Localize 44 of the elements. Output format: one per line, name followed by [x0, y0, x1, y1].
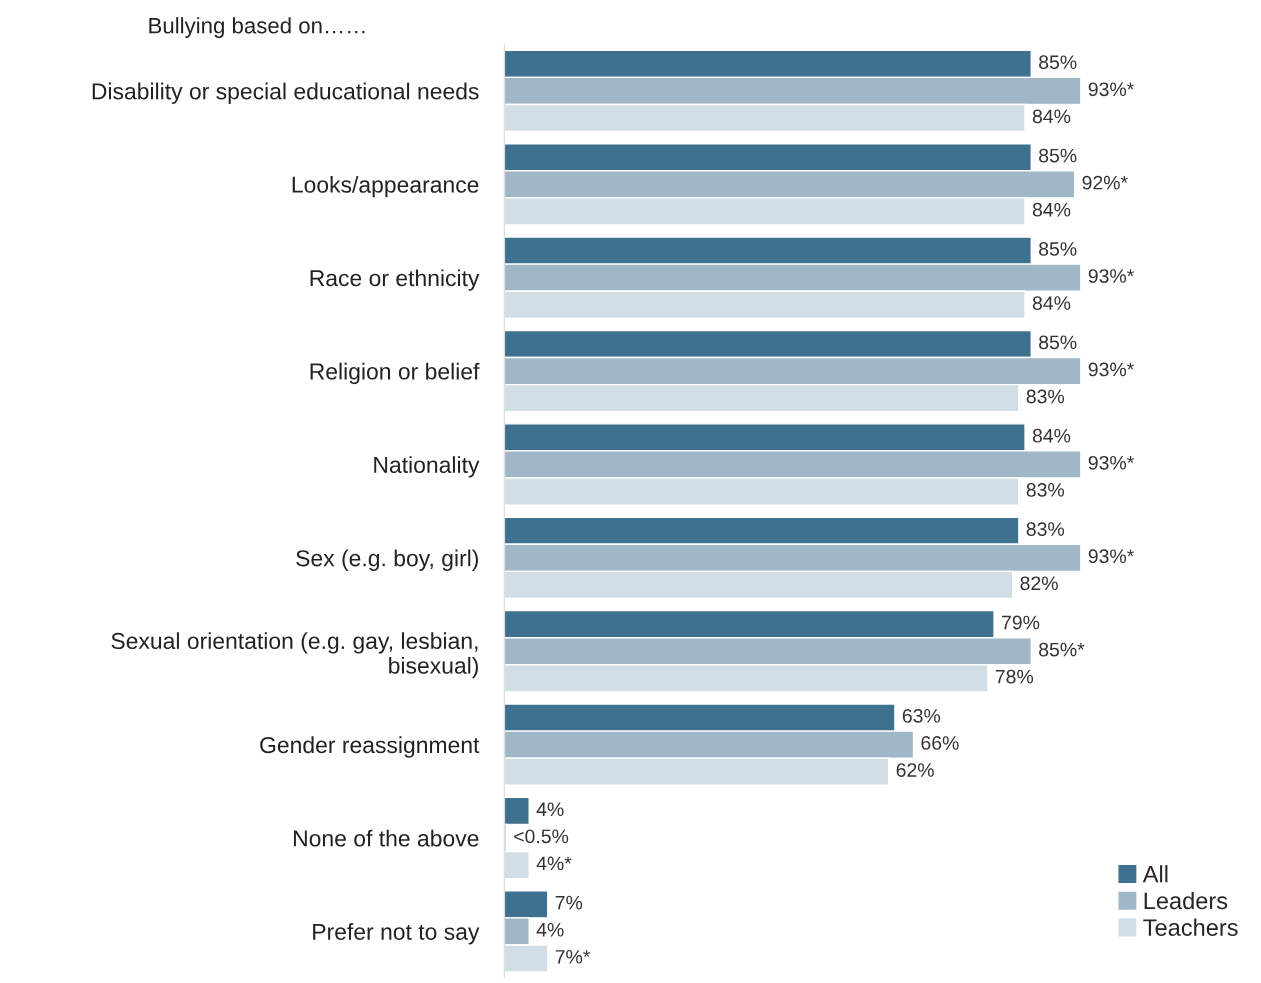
- data-label: 85%: [1039, 242, 1077, 256]
- data-label: 85%*: [1039, 642, 1085, 657]
- data-label: 92%*: [1082, 175, 1128, 190]
- data-label: 83%: [1026, 483, 1065, 497]
- data-label: 7%*: [555, 950, 591, 964]
- text: Bullying based on……: [149, 17, 365, 38]
- y-tick-label: Race or ethnicity: [310, 269, 480, 291]
- legend-label: Teachers: [1143, 918, 1238, 936]
- data-label: 78%: [995, 669, 1034, 684]
- data-label: 84%: [1032, 202, 1071, 217]
- data-label: 4%: [536, 922, 564, 937]
- data-label: 93%*: [1088, 455, 1134, 470]
- data-label: 93%*: [1088, 362, 1134, 377]
- data-label: 63%: [902, 708, 941, 723]
- data-label: <0.5%: [514, 829, 569, 844]
- data-label: 84%: [1032, 109, 1071, 124]
- data-label: 93%*: [1088, 269, 1134, 283]
- data-label: 7%: [555, 895, 583, 910]
- data-label: 79%: [1002, 615, 1040, 630]
- y-tick-label: Looks/appearance: [292, 176, 479, 198]
- y-tick-label: Prefer not to say: [313, 923, 480, 945]
- data-label: 93%*: [1088, 549, 1134, 564]
- y-tick-label: Religion or belief: [310, 362, 480, 385]
- data-label: 4%*: [536, 856, 572, 871]
- data-label: 82%: [1020, 576, 1058, 591]
- data-label: 85%: [1039, 148, 1077, 163]
- y-tick-label: Gender reassignment: [260, 736, 480, 758]
- data-label: 85%: [1039, 55, 1077, 70]
- y-tick-label: Sex (e.g. boy, girl): [296, 549, 478, 571]
- data-label: 84%: [1032, 296, 1071, 310]
- y-tick-label: Disability or special educational needs: [92, 82, 479, 104]
- y-tick-label: None of the above: [294, 829, 479, 847]
- data-label: 83%: [1026, 522, 1065, 536]
- y-tick-label: Nationality: [374, 456, 480, 478]
- y-tick-label: Sexual orientation (e.g. gay, lesbian, bisexual): [111, 632, 478, 679]
- data-label: 66%: [921, 736, 959, 750]
- data-label: 93%*: [1088, 82, 1134, 97]
- data-label: 4%: [536, 802, 564, 817]
- data-label: 83%: [1026, 389, 1065, 404]
- data-label: 84%: [1032, 428, 1071, 443]
- legend-label: All: [1142, 865, 1168, 883]
- legend-label: Leaders: [1144, 891, 1228, 910]
- data-label: 85%: [1039, 335, 1077, 350]
- data-label: 62%: [896, 763, 934, 777]
